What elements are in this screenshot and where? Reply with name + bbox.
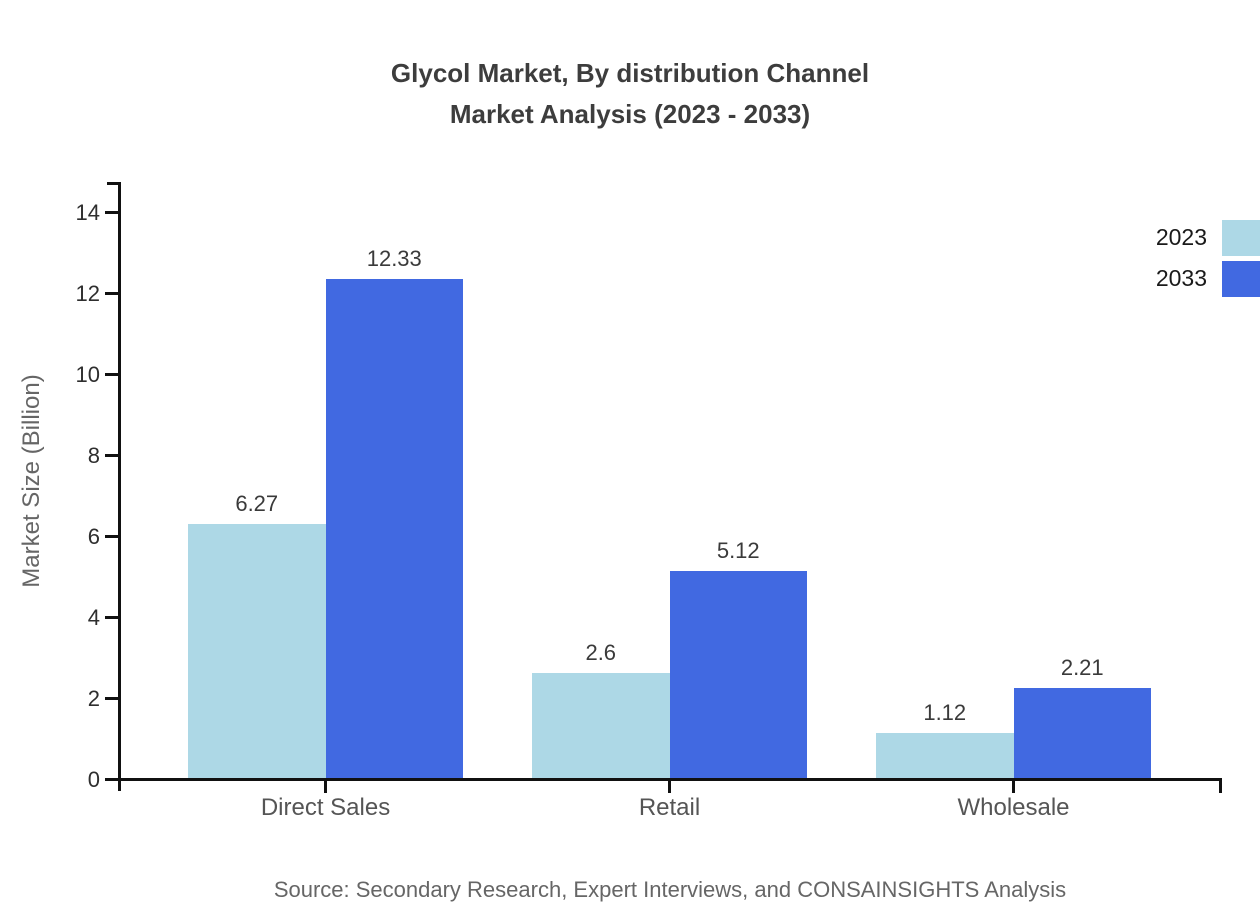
x-tick — [1012, 781, 1015, 793]
y-tick — [105, 211, 118, 214]
bar-2023-wholesale — [876, 732, 1014, 778]
bar-value-label: 12.33 — [366, 245, 422, 271]
bar-value-label: 6.27 — [235, 491, 279, 517]
y-tick-label: 8 — [87, 443, 100, 468]
bar-value-label: 1.12 — [923, 699, 967, 725]
x-tick-origin — [118, 781, 121, 791]
y-tick — [105, 616, 118, 619]
legend-item-2023: 2023 — [1070, 220, 1260, 256]
y-tick-label: 4 — [87, 605, 100, 630]
y-tick-label: 2 — [87, 686, 100, 711]
bar-value-label: 2.6 — [585, 639, 617, 665]
y-tick — [105, 778, 118, 781]
y-tick — [105, 697, 118, 700]
x-category-label-direct-sales: Direct Sales — [260, 794, 391, 821]
y-tick-label: 10 — [75, 362, 100, 387]
chart-title-line2: Market Analysis (2023 - 2033) — [449, 99, 811, 129]
y-tick-label: 0 — [87, 767, 100, 792]
chart-title: Glycol Market, By distribution Channel M… — [0, 53, 1260, 135]
bar-2033-direct-sales — [325, 278, 463, 778]
bar-value-label: 2.21 — [1060, 655, 1104, 681]
legend-swatch-2023 — [1222, 220, 1260, 256]
bar-2023-direct-sales — [188, 524, 326, 778]
x-axis-end-tick — [1219, 781, 1222, 793]
legend-label-2033: 2033 — [1155, 265, 1207, 291]
y-tick — [105, 454, 118, 457]
y-tick-label: 12 — [75, 281, 100, 306]
bar-value-label: 5.12 — [716, 537, 760, 563]
bar-2033-retail — [669, 570, 807, 778]
bar-2033-wholesale — [1013, 688, 1151, 778]
y-tick-label: 6 — [87, 524, 100, 549]
y-tick-label: 14 — [75, 200, 100, 225]
chart-title-line1: Glycol Market, By distribution Channel — [390, 58, 870, 88]
x-axis-line — [118, 778, 1222, 781]
legend-swatch-2033 — [1222, 261, 1260, 297]
x-category-label-wholesale: Wholesale — [957, 794, 1070, 821]
y-tick — [105, 292, 118, 295]
legend-label-2023: 2023 — [1155, 224, 1207, 250]
x-tick — [324, 781, 327, 793]
legend-item-2033: 2033 — [1070, 261, 1260, 297]
source-note: Source: Secondary Research, Expert Inter… — [273, 877, 1067, 902]
y-axis-endcap-tick — [107, 182, 118, 185]
bar-2023-retail — [532, 672, 670, 778]
y-tick — [105, 535, 118, 538]
y-tick — [105, 373, 118, 376]
y-axis-line — [118, 182, 121, 790]
x-tick — [668, 781, 671, 793]
x-category-label-retail: Retail — [638, 794, 701, 821]
